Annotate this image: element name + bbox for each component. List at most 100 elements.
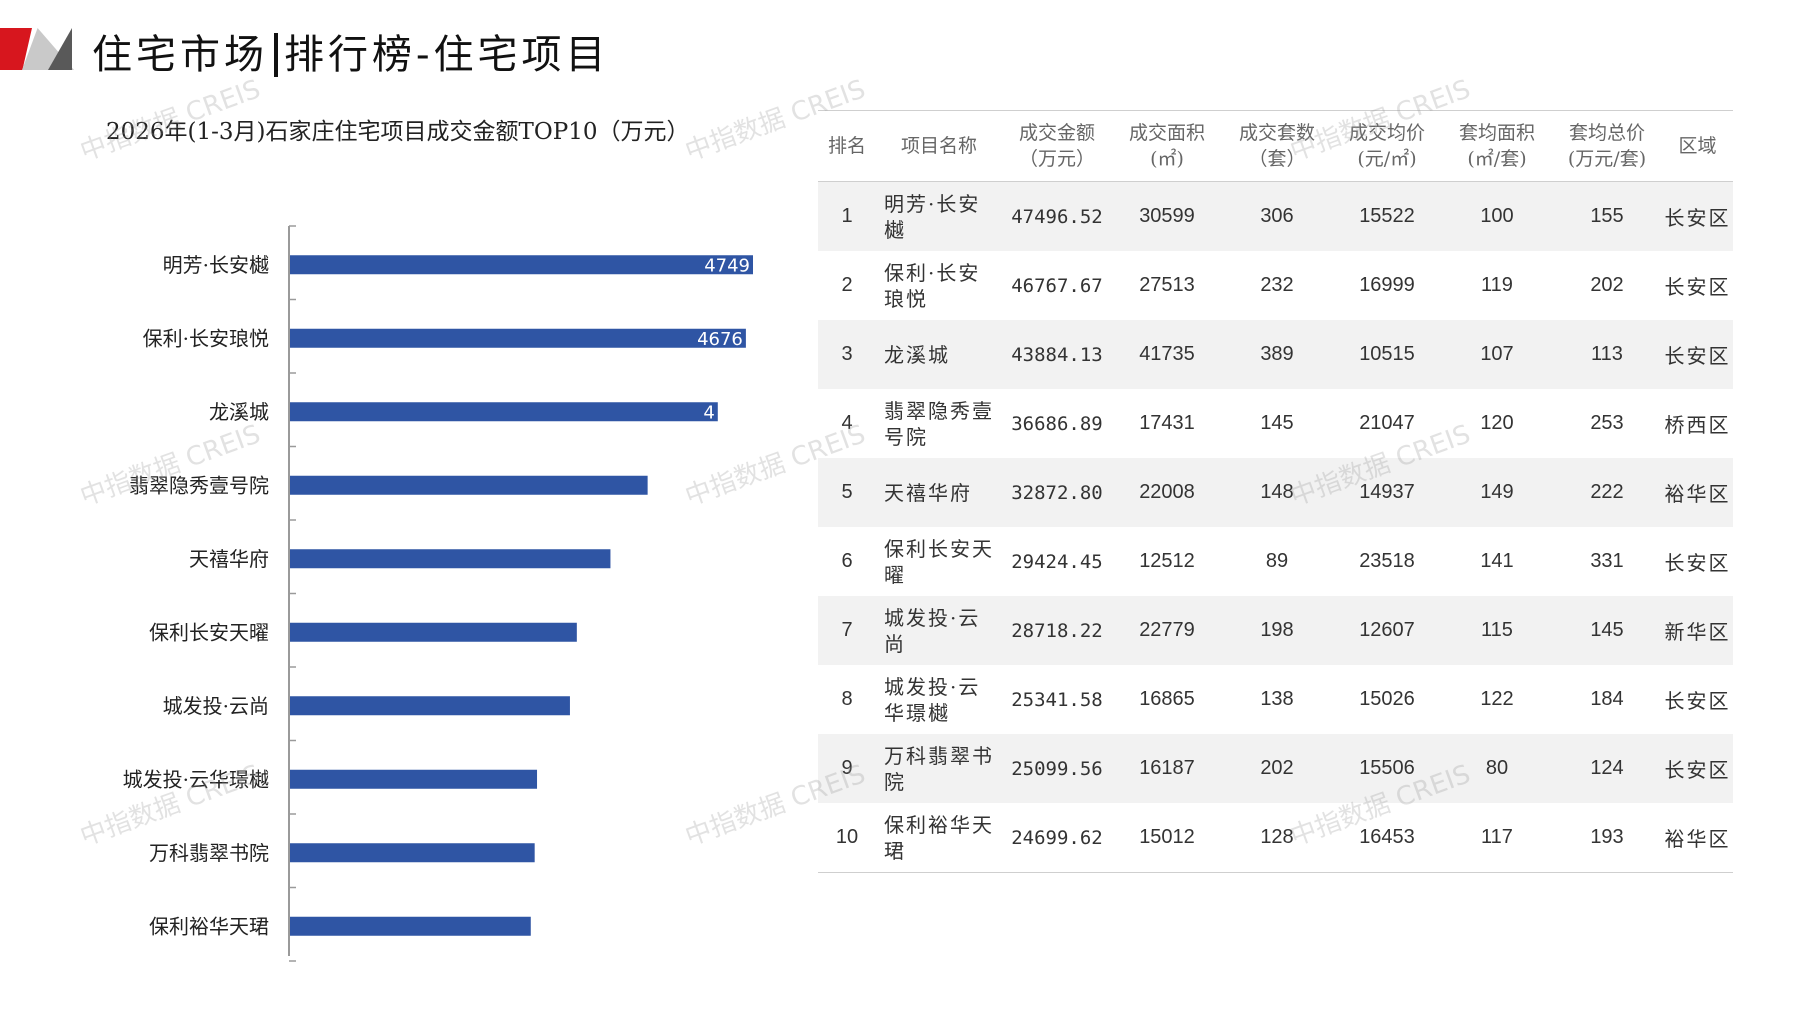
table-cell: 155 — [1552, 181, 1662, 251]
category-label: 城发投·云尚 — [163, 694, 269, 718]
bar-chart: 明芳·长安樾 4749 保利·长安琅悦 4676 龙溪城 4 翡翠隐秀壹号院天禧华府保利长安… — [123, 225, 753, 962]
table-cell: 9 — [818, 734, 876, 803]
table-cell: 145 — [1552, 596, 1662, 665]
table-cell: 明芳·长安樾 — [876, 181, 1002, 251]
table-cell: 149 — [1442, 458, 1552, 527]
table-row: 8 城发投·云华璟樾 25341.58 16865 138 15026 122 184 长安区 — [818, 665, 1733, 734]
table-cell: 41735 — [1112, 320, 1222, 389]
table-cell: 2 — [841, 274, 853, 296]
table-cell: 10 — [818, 803, 876, 873]
table-cell: 14937 — [1332, 458, 1442, 527]
table-cell: 15506 — [1332, 734, 1442, 803]
table-cell: 331 — [1590, 550, 1624, 572]
table-row: 7 城发投·云尚 28718.22 22779 198 12607 115 145 新华区 — [818, 596, 1733, 665]
table-row: 6 保利长安天曜 29424.45 12512 89 23518 141 331 长安区 — [818, 527, 1733, 596]
table-cell: 138 — [1260, 688, 1294, 710]
bar — [290, 622, 577, 642]
table-cell: 城发投·云尚 — [876, 596, 1002, 665]
bar — [290, 843, 535, 863]
table-row: 4 翡翠隐秀壹号院 36686.89 17431 145 21047 120 253 桥西区 — [818, 389, 1733, 458]
table-cell: 15522 — [1332, 181, 1442, 251]
table-cell: 保利裕华天珺 — [876, 803, 1002, 873]
table-cell: 保利长安天曜 — [884, 536, 994, 587]
category-label: 保利·长安琅悦 — [143, 326, 269, 350]
column-header: 成交面积 (㎡) — [1112, 110, 1222, 182]
table-cell: 80 — [1442, 734, 1552, 803]
table-cell: 117 — [1442, 803, 1552, 873]
table-cell: 10515 — [1332, 320, 1442, 389]
table-cell: 保利·长安琅悦 — [884, 260, 981, 311]
bar — [290, 549, 611, 569]
page-title-left: 住宅市场 — [92, 32, 268, 78]
table-cell: 长安区 — [1664, 689, 1731, 713]
category-label: 保利长安天曜 — [149, 620, 269, 644]
table-cell: 天禧华府 — [876, 458, 1002, 527]
table-cell: 城发投·云华璟樾 — [884, 674, 981, 725]
table-cell: 124 — [1552, 734, 1662, 803]
table-cell: 15012 — [1112, 803, 1222, 873]
table-body: 1 明芳·长安樾 47496.52 30599 306 15522 100 155 长安区 2 保利… — [818, 181, 1733, 873]
table-cell: 128 — [1222, 803, 1332, 873]
table-row: 3 龙溪城 43884.13 41735 389 10515 107 113 长安区 — [818, 320, 1733, 389]
table-cell: 107 — [1442, 320, 1552, 389]
page-title-right: 排行榜-住宅项目 — [284, 32, 610, 78]
table-cell: 113 — [1552, 320, 1662, 389]
column-header: 排名 — [818, 110, 876, 182]
ranking-table: 排名 项目名称 成交金额 （万元） 成交面积 (㎡) 成交套数 （套） 成交均价 (元/㎡) 套均面… — [818, 110, 1733, 873]
table-cell: 193 — [1552, 803, 1662, 873]
table-cell: 12607 — [1332, 596, 1442, 665]
table-cell: 长安区 — [1664, 551, 1731, 575]
bar — [290, 769, 538, 789]
column-header: 成交套数 （套） — [1222, 110, 1332, 182]
bar-value-label: 4676 — [697, 329, 743, 350]
bar-value-label: 4 — [703, 402, 714, 423]
table-cell: 29424.45 — [1011, 550, 1103, 573]
chart-title: 2026年(1-3月)石家庄住宅项目成交金额TOP10（万元） — [106, 119, 690, 145]
table-cell: 长安区 — [1662, 734, 1733, 803]
table-row: 1 明芳·长安樾 47496.52 30599 306 15522 100 155 长安区 — [818, 181, 1733, 251]
table-cell: 253 — [1590, 412, 1624, 434]
table-cell: 148 — [1222, 458, 1332, 527]
table-cell: 16187 — [1112, 734, 1222, 803]
bar — [290, 255, 753, 275]
category-label: 保利裕华天珺 — [149, 914, 269, 938]
table-cell: 389 — [1222, 320, 1332, 389]
page-title: 住宅市场 排行榜-住宅项目 — [92, 22, 610, 80]
table-cell: 119 — [1481, 274, 1513, 296]
table-cell: 1 — [818, 181, 876, 251]
table-cell: 17431 — [1139, 412, 1195, 434]
table-cell: 21047 — [1359, 412, 1415, 434]
table-cell: 198 — [1222, 596, 1332, 665]
table-cell: 184 — [1590, 688, 1624, 710]
table-cell: 120 — [1480, 412, 1514, 434]
table-cell: 306 — [1222, 181, 1332, 251]
table-row: 5 天禧华府 32872.80 22008 148 14937 149 222 裕华区 — [818, 458, 1733, 527]
table-cell: 32872.80 — [1002, 458, 1112, 527]
table-cell: 12512 — [1139, 550, 1195, 572]
table-cell: 长安区 — [1662, 181, 1733, 251]
table-cell: 145 — [1260, 412, 1294, 434]
column-header: 成交金额 （万元） — [1002, 110, 1112, 182]
table-cell: 222 — [1552, 458, 1662, 527]
table-cell: 16865 — [1139, 688, 1195, 710]
table-cell: 36686.89 — [1011, 412, 1103, 435]
table-cell: 长安区 — [1662, 320, 1733, 389]
column-header: 区域 — [1662, 110, 1733, 182]
table-cell: 47496.52 — [1002, 181, 1112, 251]
category-label: 翡翠隐秀壹号院 — [129, 473, 269, 497]
column-header: 项目名称 — [876, 110, 1002, 182]
table-cell: 5 — [818, 458, 876, 527]
category-label: 城发投·云华璟樾 — [123, 767, 269, 791]
table-row: 9 万科翡翠书院 25099.56 16187 202 15506 80 124 长安区 — [818, 734, 1733, 803]
table-cell: 长安区 — [1664, 275, 1731, 299]
table-cell: 裕华区 — [1662, 803, 1733, 873]
table-cell: 3 — [818, 320, 876, 389]
column-header: 成交均价 (元/㎡) — [1332, 110, 1442, 182]
table-cell: 翡翠隐秀壹号院 — [884, 398, 994, 449]
table-row: 10 保利裕华天珺 24699.62 15012 128 16453 117 193 裕华区 — [818, 803, 1733, 873]
table-cell: 25099.56 — [1002, 734, 1112, 803]
table-cell: 6 — [841, 550, 853, 572]
table-cell: 46767.67 — [1011, 274, 1103, 297]
bar — [290, 696, 570, 716]
table-cell: 28718.22 — [1002, 596, 1112, 665]
